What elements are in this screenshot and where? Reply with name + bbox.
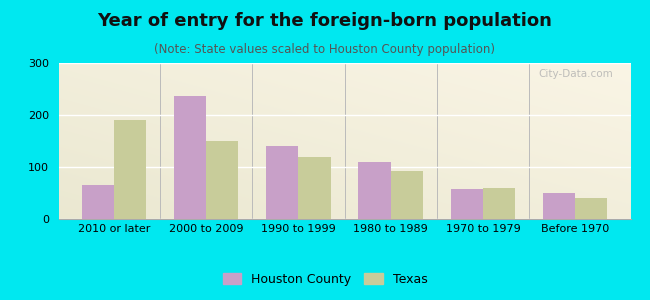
Bar — [450, 189, 483, 219]
Bar — [391, 171, 423, 219]
Bar — [81, 185, 114, 219]
Bar — [114, 120, 146, 219]
Bar — [575, 198, 608, 219]
Bar — [206, 141, 239, 219]
Bar — [298, 157, 331, 219]
Bar — [543, 193, 575, 219]
Bar — [483, 188, 515, 219]
Bar — [358, 162, 391, 219]
Text: Year of entry for the foreign-born population: Year of entry for the foreign-born popul… — [98, 12, 552, 30]
Bar — [266, 146, 298, 219]
Text: (Note: State values scaled to Houston County population): (Note: State values scaled to Houston Co… — [155, 44, 495, 56]
Bar — [174, 96, 206, 219]
Text: City-Data.com: City-Data.com — [539, 69, 614, 79]
Legend: Houston County, Texas: Houston County, Texas — [218, 268, 432, 291]
